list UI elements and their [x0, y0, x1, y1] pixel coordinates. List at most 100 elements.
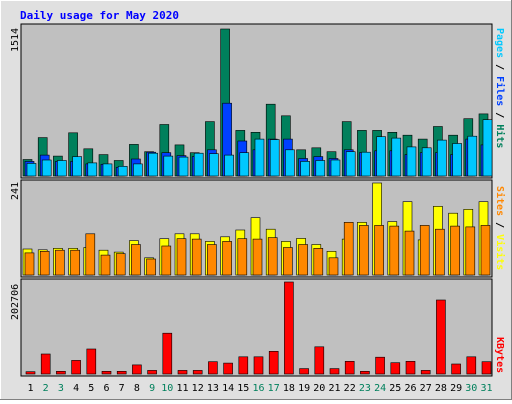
- hits-files-pages-pages-bar: [87, 162, 98, 177]
- kbytes-kbytes-bar: [268, 350, 279, 375]
- sites-visits-sites-bar: [404, 230, 415, 276]
- hits-files-pages-pages-bar: [254, 138, 265, 177]
- sites-visits-sites-bar: [176, 238, 187, 276]
- side-label-part: /: [494, 106, 505, 124]
- kbytes-kbytes-bar: [86, 348, 97, 375]
- day-label: 27: [420, 383, 432, 394]
- day-label: 2: [43, 383, 49, 394]
- day-label: 30: [465, 383, 477, 394]
- kbytes-kbytes-bar: [208, 361, 218, 375]
- day-label: 26: [404, 383, 416, 394]
- day-label: 25: [389, 383, 401, 394]
- sites-visits-sites-bar: [222, 241, 232, 276]
- day-label: 14: [222, 383, 234, 394]
- kbytes-kbytes-bar: [344, 360, 355, 375]
- kbytes-kbytes-bar: [390, 362, 401, 375]
- side-label-part: KBytes: [494, 337, 505, 373]
- sites-visits-sites-bar: [343, 222, 354, 276]
- sites-visits-sites-bar: [389, 225, 400, 276]
- hits-side-label: Pages / Files / Hits: [494, 28, 506, 148]
- kbytes-kbytes-bar: [284, 281, 294, 375]
- sites-visits-sites-bar: [85, 233, 96, 276]
- kbytes-kbytes-bar: [238, 356, 249, 375]
- kbytes-side-label: KBytes: [494, 337, 505, 373]
- hits-files-pages-pages-bar: [239, 152, 250, 177]
- hits-files-pages-pages-bar: [300, 161, 310, 177]
- kbytes-kbytes-bar: [132, 364, 142, 375]
- day-label: 15: [237, 383, 249, 394]
- day-label: 9: [149, 383, 155, 394]
- kbytes-kbytes-bar: [101, 370, 112, 375]
- kbytes-kbytes-bar: [420, 370, 431, 375]
- hits-files-pages-pages-bar: [57, 160, 67, 177]
- sites-visits-sites-bar: [374, 225, 384, 276]
- hits-files-pages-pages-bar: [117, 166, 128, 177]
- day-label: 8: [134, 383, 140, 394]
- day-label: 3: [58, 383, 64, 394]
- kbytes-kbytes-bar: [253, 356, 264, 375]
- kbytes-kbytes-bar: [436, 299, 446, 375]
- day-label: 1: [27, 383, 33, 394]
- sites-visits-sites-bar: [161, 245, 172, 276]
- hits-files-pages-pages-bar: [406, 146, 417, 177]
- kbytes-kbytes-bar: [451, 363, 461, 375]
- day-labels: 1 2 3 4 5 6 7 8 9 10 11 12 13 14 15 16 17 18 19 20 21 22 23 24 2…: [27, 383, 492, 394]
- sites-visits-sites-bar: [39, 251, 50, 276]
- hits-files-pages-pages-bar: [482, 119, 493, 177]
- hits-files-pages-pages-bar: [163, 155, 174, 177]
- hits-files-pages-pages-bar: [437, 139, 447, 177]
- hits-files-pages-pages-bar: [193, 152, 204, 177]
- day-label: 10: [161, 383, 173, 394]
- kbytes-kbytes-bar: [329, 368, 340, 375]
- kbytes-kbytes-bar: [360, 370, 370, 375]
- sites-visits-sites-bar: [252, 238, 263, 276]
- sites-visits-sites-bar: [131, 244, 141, 276]
- day-label: 24: [374, 383, 386, 394]
- hits-files-pages-pages-bar: [285, 149, 295, 177]
- sites-visits-sites-bar: [207, 244, 217, 276]
- hits-files-pages-pages-bar: [148, 152, 158, 177]
- hits-files-pages-pages-bar: [41, 159, 52, 177]
- hits-files-pages-pages-bar: [421, 147, 432, 177]
- day-label: 17: [268, 383, 280, 394]
- day-label: 23: [359, 383, 371, 394]
- hits-files-pages-pages-bar: [391, 137, 402, 177]
- kbytes-kbytes-bar: [192, 370, 203, 375]
- sites-visits-sites-bar: [100, 254, 111, 276]
- day-label: 20: [313, 383, 325, 394]
- sites-visits-sites-bar: [435, 228, 445, 276]
- sites-visits-sites-bar: [450, 225, 460, 276]
- hits-files-pages-pages-bar: [26, 163, 37, 177]
- hits-files-pages-pages-bar: [315, 160, 326, 177]
- day-label: 31: [480, 383, 492, 394]
- kbytes-kbytes-bar: [71, 360, 81, 375]
- hits-files-pages-pages-bar: [452, 143, 462, 177]
- sites-visits-sites-bar: [465, 226, 476, 276]
- sites-visits-sites-bar: [146, 258, 156, 276]
- sites-visits-sites-bar: [55, 249, 65, 276]
- day-label: 18: [283, 383, 295, 394]
- visits-side-label: Sites / Visits: [494, 186, 506, 270]
- hits-ymax-label: 1514: [10, 28, 21, 52]
- sites-visits-sites-bar: [191, 238, 202, 276]
- kbytes-kbytes-bar: [116, 370, 127, 375]
- kbytes-ymax-label: 202706: [10, 284, 21, 320]
- day-label: 22: [344, 383, 356, 394]
- side-label-part: Files: [494, 76, 506, 106]
- day-label: 19: [298, 383, 310, 394]
- day-label: 29: [450, 383, 462, 394]
- bars-layer: [22, 28, 493, 375]
- sites-visits-sites-bar: [359, 225, 369, 276]
- chart-title: Daily usage for May 2020: [20, 9, 179, 22]
- side-label-part: Sites: [494, 186, 506, 216]
- day-label: 11: [176, 383, 188, 394]
- kbytes-kbytes-bar: [177, 370, 188, 375]
- side-label-part: /: [494, 58, 505, 76]
- day-label: 7: [119, 383, 125, 394]
- hits-files-pages-pages-bar: [72, 156, 82, 177]
- hits-files-pages-pages-bar: [345, 151, 356, 177]
- side-label-part: Pages: [494, 28, 505, 58]
- kbytes-kbytes-bar: [223, 362, 233, 375]
